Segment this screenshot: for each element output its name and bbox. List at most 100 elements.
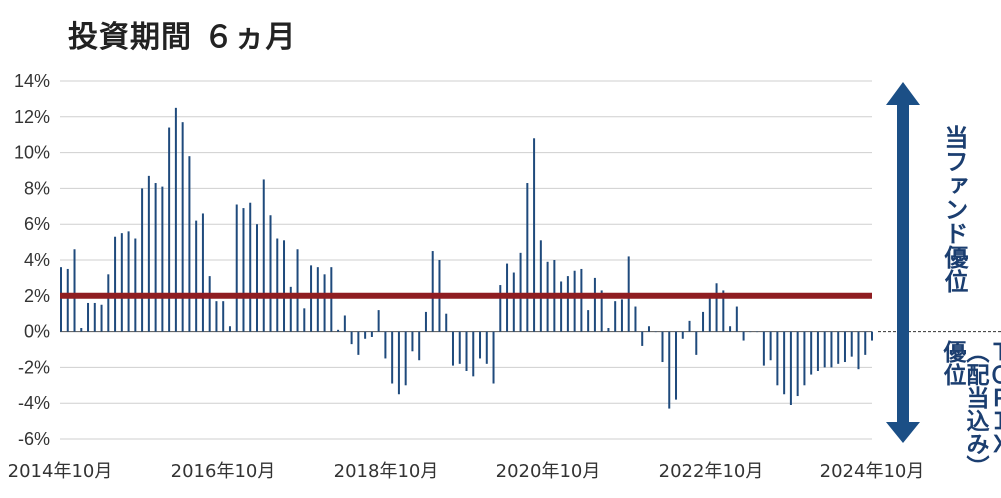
- bar: [702, 311, 705, 332]
- bar: [587, 310, 590, 332]
- bar: [560, 281, 563, 332]
- bar: [343, 315, 346, 332]
- bar: [803, 331, 806, 386]
- bar: [762, 331, 765, 366]
- bar: [87, 302, 90, 332]
- bar: [93, 302, 96, 332]
- bar: [283, 240, 286, 332]
- bar: [857, 331, 860, 370]
- bar: [397, 331, 400, 395]
- bar: [161, 186, 164, 332]
- bar: [262, 179, 265, 332]
- bar: [127, 231, 130, 332]
- bar: [533, 138, 536, 332]
- bar: [783, 331, 786, 395]
- double-arrow-icon: [886, 82, 920, 443]
- bar: [391, 331, 394, 384]
- bar: [735, 306, 738, 332]
- bar: [499, 285, 502, 332]
- bar: [337, 329, 340, 332]
- bar: [661, 331, 664, 363]
- bar: [715, 283, 718, 332]
- bar: [816, 331, 819, 371]
- bar: [600, 290, 603, 332]
- y-axis-ticks: 14% 12% 10% 8% 6% 4% 2% 0% -2% -4% -6%: [14, 71, 50, 449]
- bar: [634, 306, 637, 332]
- bar: [695, 331, 698, 355]
- bar: [593, 277, 596, 332]
- bar: [377, 310, 380, 332]
- y-tick-label: 12%: [14, 107, 50, 127]
- bar: [269, 215, 272, 332]
- bar: [796, 331, 799, 397]
- bar: [472, 331, 475, 377]
- bar: [539, 240, 542, 332]
- y-tick-label: -4%: [18, 393, 50, 413]
- chart-title: 投資期間 ６ヵ月: [68, 20, 297, 55]
- y-tick-label: 8%: [24, 178, 50, 198]
- bar-series: [60, 107, 873, 409]
- x-tick-label: 2020年10月: [496, 461, 601, 482]
- bar: [492, 331, 495, 384]
- bar: [357, 331, 360, 355]
- bar: [411, 331, 414, 352]
- bar: [749, 331, 752, 333]
- bar: [519, 252, 522, 332]
- bar: [620, 299, 623, 332]
- y-tick-label: 2%: [24, 286, 50, 306]
- bar: [384, 331, 387, 359]
- bar: [364, 331, 367, 339]
- bar: [614, 301, 617, 332]
- bar: [864, 331, 867, 355]
- x-tick-label: 2024年10月: [820, 461, 925, 482]
- bar: [330, 267, 333, 332]
- y-tick-label: 6%: [24, 214, 50, 234]
- bar: [722, 290, 725, 332]
- bar: [465, 331, 468, 371]
- y-tick-label: -6%: [18, 429, 50, 449]
- bar: [573, 270, 576, 332]
- bar: [675, 331, 678, 400]
- topix-advantage-label: ＴＯＰＩＸ（配当込み）優位: [939, 340, 1001, 478]
- bar: [242, 208, 245, 332]
- y-tick-label: 14%: [14, 71, 50, 91]
- bar: [141, 188, 144, 332]
- bar: [215, 301, 218, 332]
- bar: [789, 331, 792, 405]
- bar: [580, 268, 583, 332]
- bar: [871, 331, 873, 341]
- bar: [276, 238, 279, 332]
- bar: [181, 122, 184, 332]
- bar: [195, 220, 198, 332]
- bar: [850, 331, 853, 357]
- bar: [289, 286, 292, 332]
- y-tick-label: 4%: [24, 250, 50, 270]
- bar: [80, 328, 83, 332]
- bar: [431, 251, 434, 332]
- bar: [654, 331, 657, 333]
- bar: [837, 331, 840, 364]
- bar: [188, 156, 191, 332]
- bar: [418, 331, 421, 361]
- bar: [66, 268, 69, 332]
- bar: [688, 320, 691, 332]
- bar: [512, 272, 515, 332]
- y-tick-label: 0%: [24, 322, 50, 342]
- x-axis-ticks: 2014年10月 2016年10月 2018年10月 2020年10月 2022年10月…: [8, 461, 925, 482]
- bar: [228, 326, 231, 332]
- bar: [174, 107, 177, 332]
- y-tick-label: -2%: [18, 357, 50, 377]
- bar: [316, 267, 319, 332]
- bar: [708, 295, 711, 332]
- bar: [769, 331, 772, 361]
- bar: [350, 331, 353, 345]
- bar: [73, 249, 76, 332]
- bar: [323, 274, 326, 332]
- bar: [458, 331, 461, 364]
- bar: [607, 328, 610, 332]
- fund-advantage-label: 当ファンド優位: [940, 125, 968, 293]
- bar: [404, 331, 407, 386]
- bar: [668, 331, 671, 409]
- bar: [168, 127, 171, 332]
